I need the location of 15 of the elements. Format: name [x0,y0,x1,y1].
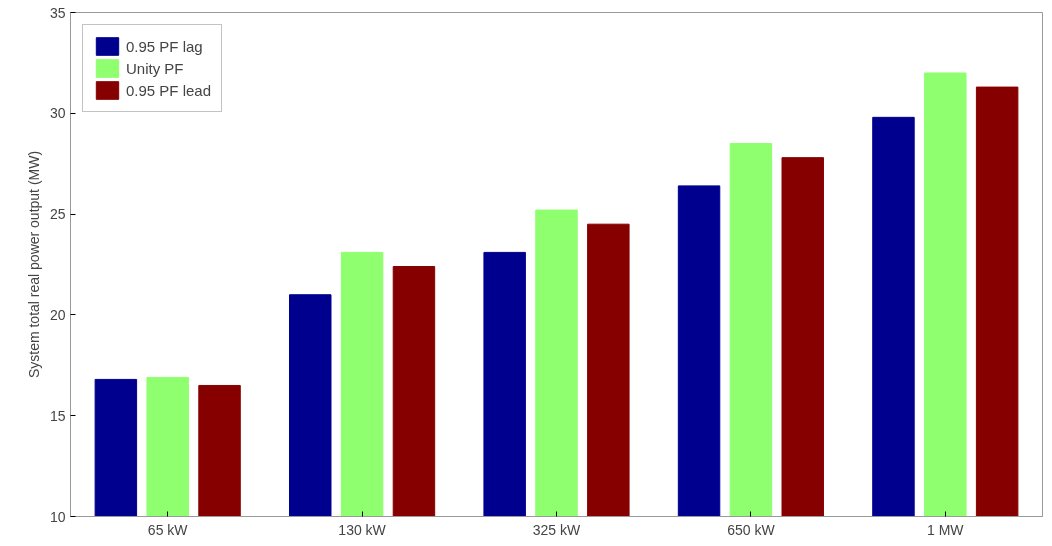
y-tick-label: 35 [49,4,66,21]
y-tick-label: 25 [49,206,66,223]
legend-label: 0.95 PF lag [126,37,203,55]
y-tick-label: 10 [49,508,66,525]
x-tick-label: 1 MW [927,521,965,538]
legend-label: Unity PF [126,59,184,77]
y-tick-label: 20 [49,306,66,323]
x-tick-label: 650 kW [727,521,776,538]
x-tick-label: 65 kW [147,521,189,538]
legend-label: 0.95 PF lead [126,81,212,99]
x-tick-label: 325 kW [532,521,582,538]
y-axis-title: System total real power output (MW) [25,150,42,379]
y-tick-label: 30 [49,105,66,122]
x-tick-label: 130 kW [338,521,387,538]
y-tick-label: 15 [49,407,66,424]
